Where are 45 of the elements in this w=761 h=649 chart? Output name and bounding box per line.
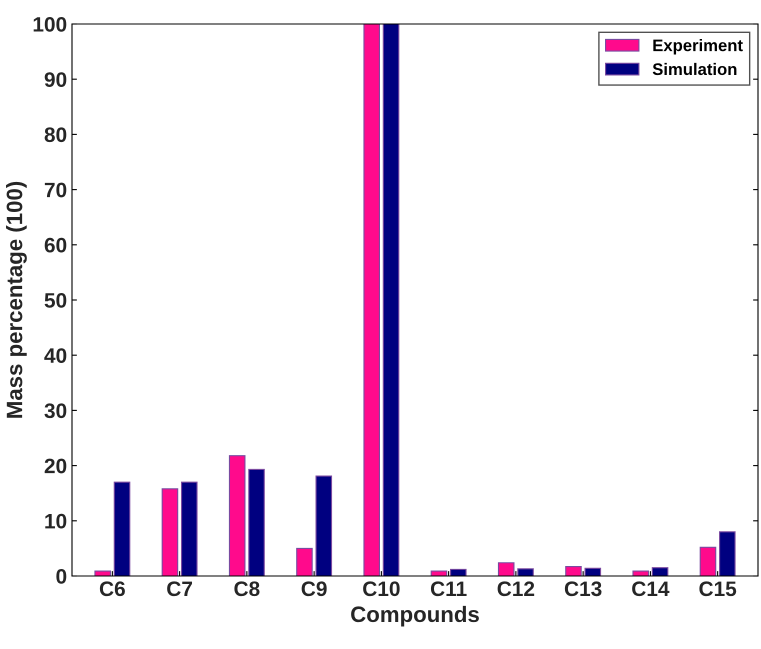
bar — [565, 566, 582, 576]
bar — [517, 568, 534, 576]
y-tick-label: 60 — [44, 238, 66, 253]
x-tick-label: C7 — [167, 581, 192, 596]
y-tick-label: 30 — [44, 403, 66, 418]
y-tick-label: 100 — [34, 17, 66, 32]
x-tick-label: C12 — [498, 581, 534, 596]
bar — [584, 568, 602, 576]
bar — [363, 24, 380, 576]
legend-label: Simulation — [652, 62, 736, 76]
bar — [498, 562, 515, 576]
bar — [382, 24, 400, 576]
y-tick-label: 90 — [44, 72, 66, 87]
bar — [719, 531, 736, 576]
x-tick-label: C11 — [430, 581, 467, 596]
bar — [296, 548, 313, 576]
bar — [632, 570, 650, 576]
bar — [248, 468, 265, 576]
x-tick-label: C15 — [699, 581, 736, 596]
x-tick-label: C13 — [564, 581, 602, 596]
x-tick-label: C14 — [632, 581, 670, 596]
bar — [315, 476, 332, 576]
x-tick-label: C8 — [234, 581, 260, 596]
x-tick-label: C9 — [302, 581, 327, 596]
y-tick-label: 70 — [44, 182, 66, 198]
bar — [652, 567, 668, 576]
bar — [450, 568, 467, 576]
y-axis-title: Mass percentage (100) — [6, 182, 27, 418]
x-axis-title: Compounds — [351, 606, 479, 627]
bar — [114, 482, 130, 576]
bar — [430, 570, 448, 576]
y-tick-label: 20 — [44, 458, 66, 474]
legend-label: Experiment — [653, 39, 743, 55]
y-tick-label: 50 — [44, 293, 66, 308]
bar — [700, 546, 716, 576]
y-tick-label: 10 — [45, 514, 66, 529]
bar — [162, 488, 178, 576]
x-tick-label: C10 — [363, 581, 400, 596]
y-tick-label: 40 — [44, 348, 66, 363]
y-tick-label: 80 — [44, 127, 66, 142]
bar — [94, 570, 111, 576]
bar — [228, 455, 246, 576]
y-tick-label: 0 — [56, 569, 66, 584]
x-tick-label: C6 — [100, 581, 125, 596]
bar — [180, 482, 198, 576]
